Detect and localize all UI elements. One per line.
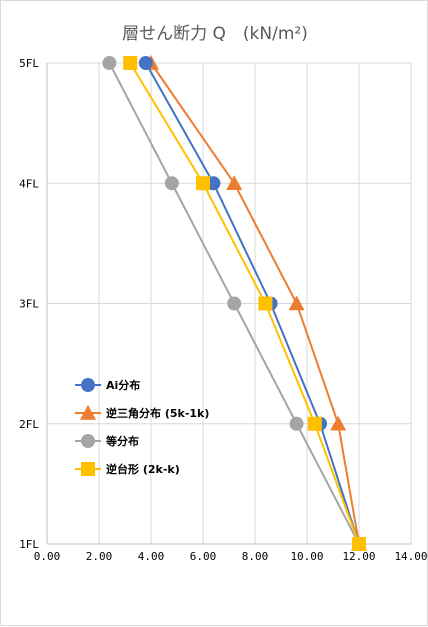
x-tick-label: 8.00 — [242, 550, 269, 563]
legend-marker — [81, 378, 95, 392]
data-point — [352, 537, 366, 551]
axes: 0.00 2.00 4.00 6.00 8.00 10.00 12.00 14.00 1FL 2F… — [19, 57, 427, 563]
data-point — [289, 416, 304, 431]
x-tick-label: 10.00 — [290, 550, 323, 563]
x-tick-label: 4.00 — [138, 550, 165, 563]
data-point — [227, 296, 242, 311]
data-point — [138, 56, 153, 70]
legend-label: Ai分布 — [106, 378, 140, 392]
y-tick-label: 3FL — [19, 298, 39, 311]
y-tick-label: 2FL — [19, 418, 39, 431]
legend-marker — [80, 405, 96, 420]
chart-title: 層せん断力 Q (kN/m²) — [122, 24, 308, 44]
data-point — [123, 56, 138, 70]
data-point — [330, 415, 347, 431]
x-tick-label: 12.00 — [342, 550, 375, 563]
legend-label: 逆三角分布 (5k-1k) — [106, 406, 209, 420]
y-tick-label: 1FL — [19, 538, 39, 551]
legend-label: 等分布 — [105, 434, 139, 448]
data-point — [258, 296, 273, 311]
legend-label: 逆台形 (2k-k) — [106, 462, 180, 476]
x-tick-label: 14.00 — [394, 550, 427, 563]
data-point — [164, 176, 179, 191]
legend-marker — [81, 434, 95, 448]
legend-marker — [81, 462, 95, 476]
data-point — [196, 176, 210, 191]
data-point — [288, 295, 305, 311]
series-layer — [102, 55, 367, 551]
data-point — [226, 175, 243, 191]
data-point — [102, 56, 117, 70]
y-tick-label: 5FL — [19, 57, 39, 70]
y-tick-label: 4FL — [19, 177, 39, 190]
x-tick-label: 6.00 — [190, 550, 217, 563]
data-point — [307, 416, 322, 431]
x-tick-label: 0.00 — [34, 550, 61, 563]
x-tick-label: 2.00 — [86, 550, 113, 563]
